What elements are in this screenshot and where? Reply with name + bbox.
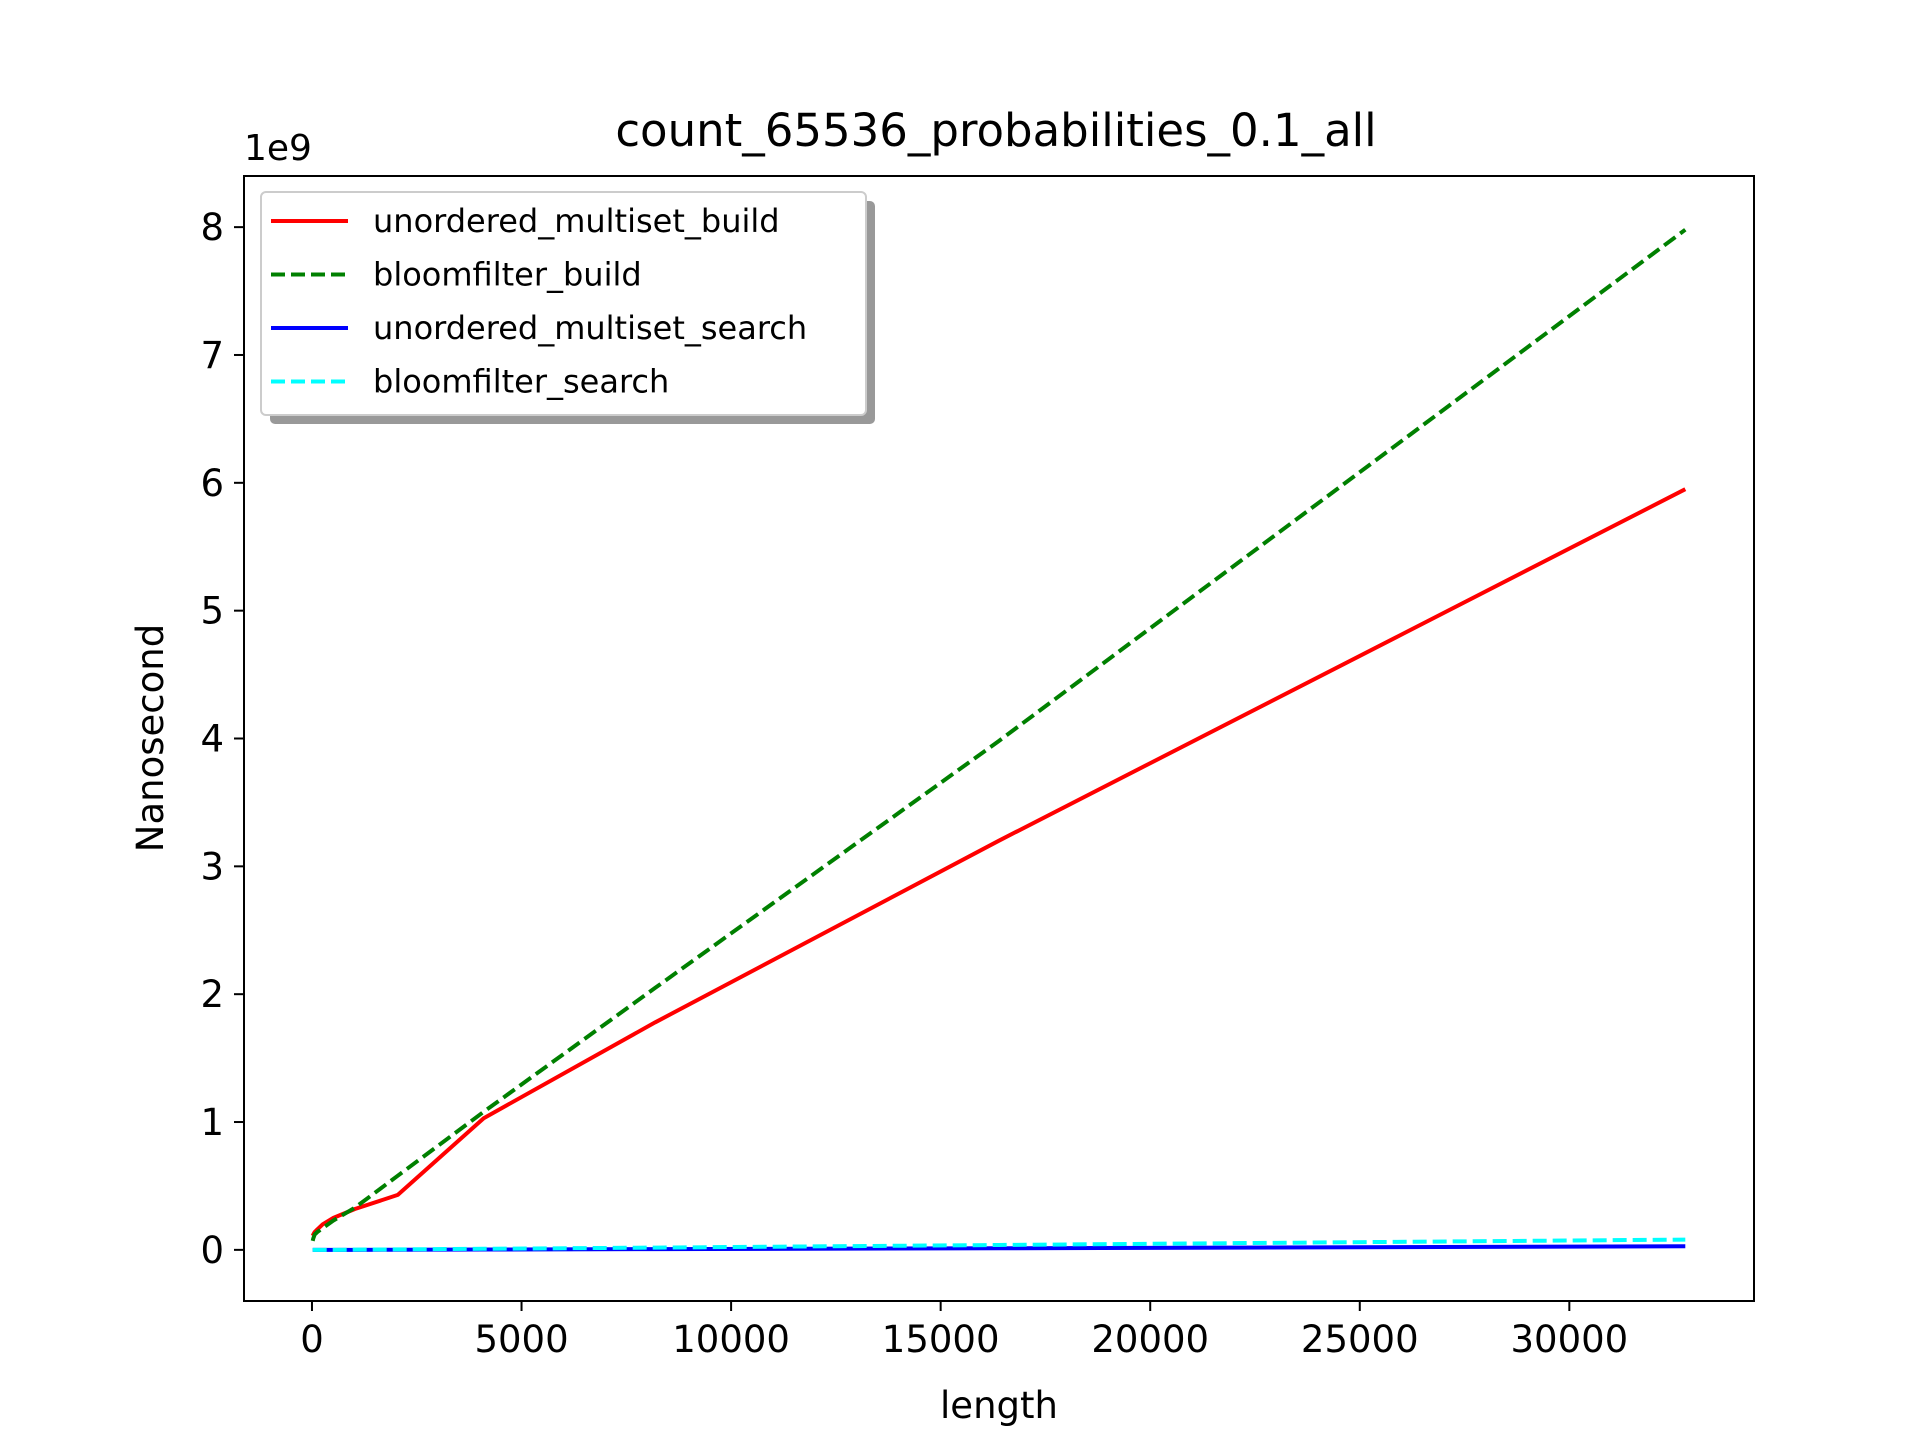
y-tick-label: 5 <box>200 590 224 633</box>
chart-title: count_65536_probabilities_0.1_all <box>615 104 1376 157</box>
y-tick-label: 1 <box>200 1101 224 1144</box>
y-axis-offset-label: 1e9 <box>244 128 312 169</box>
series-lines <box>310 228 1687 1252</box>
x-tick-label: 20000 <box>1091 1318 1209 1361</box>
series-line-bloomfilter_build <box>310 228 1687 1242</box>
y-tick-label: 3 <box>200 845 224 888</box>
legend-label: unordered_multiset_build <box>373 202 780 240</box>
legend-label: bloomfilter_search <box>373 363 669 401</box>
x-tick-label: 5000 <box>474 1318 568 1361</box>
y-tick-label: 0 <box>200 1229 224 1272</box>
series-line-bloomfilter_search <box>311 1237 1686 1252</box>
x-tick-label: 0 <box>300 1318 324 1361</box>
x-tick-label: 15000 <box>882 1318 1000 1361</box>
y-axis-label: Nanosecond <box>129 624 172 852</box>
x-tick-label: 10000 <box>672 1318 790 1361</box>
legend-box <box>260 191 867 416</box>
legend-label: bloomfilter_build <box>373 256 642 294</box>
x-axis-label: length <box>940 1384 1058 1427</box>
y-axis-ticks: 0 1 2 3 4 5 6 7 8 <box>200 206 244 1272</box>
x-tick-label: 30000 <box>1510 1318 1628 1361</box>
legend-items: unordered_multiset_build bloomfilter_buil… <box>271 202 807 401</box>
x-tick-label: 25000 <box>1301 1318 1419 1361</box>
y-tick-label: 6 <box>200 462 224 505</box>
legend: unordered_multiset_build bloomfilter_buil… <box>260 191 875 424</box>
legend-label: unordered_multiset_search <box>373 309 807 347</box>
y-tick-label: 7 <box>200 334 224 377</box>
y-tick-label: 4 <box>200 718 224 761</box>
x-axis-ticks: 0 5000 10000 15000 20000 25000 30000 <box>300 1301 1628 1361</box>
y-tick-label: 8 <box>200 206 224 249</box>
y-tick-label: 2 <box>200 973 224 1016</box>
